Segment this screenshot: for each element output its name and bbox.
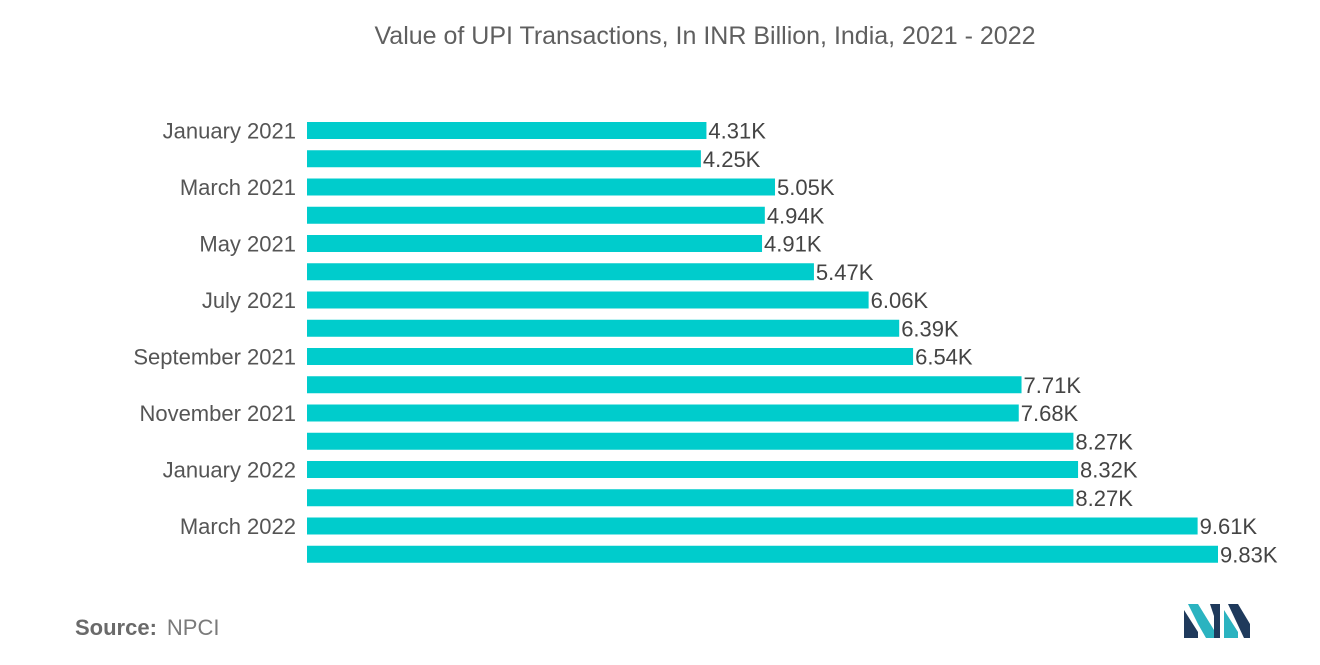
bar-11: [307, 405, 1019, 422]
category-label-7: July 2021: [202, 288, 296, 313]
data-label-1: 4.31K: [708, 119, 766, 144]
source-note: Source: NPCI: [75, 615, 219, 641]
bar-7: [307, 292, 869, 309]
data-label-11: 7.68K: [1021, 401, 1079, 426]
category-label-3: March 2021: [180, 175, 296, 200]
data-label-10: 7.71K: [1024, 373, 1082, 398]
data-label-9: 6.54K: [915, 345, 973, 370]
bar-15: [307, 518, 1198, 535]
data-label-15: 9.61K: [1200, 514, 1258, 539]
bar-2: [307, 150, 701, 167]
bar-16: [307, 546, 1218, 563]
source-label: Source:: [75, 615, 157, 640]
data-label-14: 8.27K: [1075, 486, 1133, 511]
data-label-12: 8.27K: [1075, 429, 1133, 454]
data-label-3: 5.05K: [777, 175, 835, 200]
bar-10: [307, 376, 1022, 393]
category-label-9: September 2021: [133, 345, 296, 370]
bar-1: [307, 122, 706, 139]
bar-8: [307, 320, 899, 337]
source-value: NPCI: [167, 615, 220, 640]
bar-13: [307, 461, 1078, 478]
category-label-5: May 2021: [199, 232, 296, 257]
bar-9: [307, 348, 913, 365]
bar-6: [307, 263, 814, 280]
data-label-5: 4.91K: [764, 232, 822, 257]
bar-5: [307, 235, 762, 252]
data-label-7: 6.06K: [871, 288, 929, 313]
data-label-13: 8.32K: [1080, 458, 1138, 483]
category-label-13: January 2022: [163, 458, 296, 483]
category-label-15: March 2022: [180, 514, 296, 539]
data-label-8: 6.39K: [901, 316, 959, 341]
mordor-intelligence-logo: [1184, 604, 1250, 638]
bar-chart: 4.31K January 2021 4.25K 5.05K March 2021 4.9…: [0, 0, 1320, 600]
bar-4: [307, 207, 765, 224]
bar-14: [307, 489, 1073, 506]
data-label-2: 4.25K: [703, 147, 761, 172]
bar-3: [307, 179, 775, 196]
category-label-1: January 2021: [163, 119, 296, 144]
data-label-16: 9.83K: [1220, 542, 1278, 567]
bar-12: [307, 433, 1073, 450]
data-label-4: 4.94K: [767, 203, 825, 228]
category-label-11: November 2021: [139, 401, 296, 426]
data-label-6: 5.47K: [816, 260, 874, 285]
